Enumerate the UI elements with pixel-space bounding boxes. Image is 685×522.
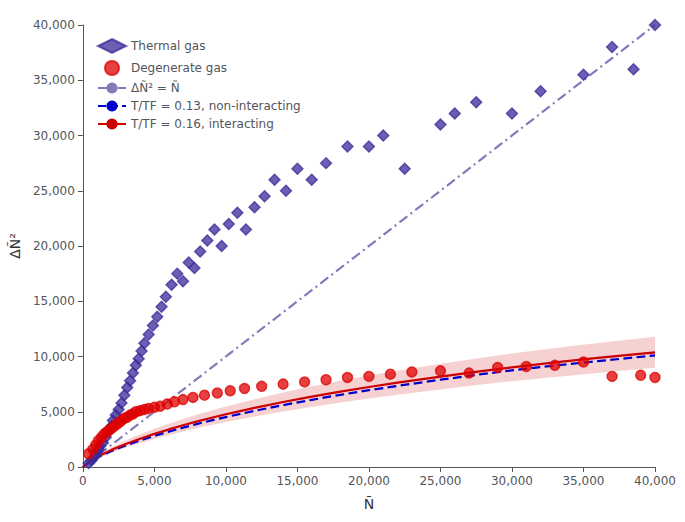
svg-text:0: 0 [67,460,75,474]
svg-text:15,000: 15,000 [276,474,318,488]
svg-text:10,000: 10,000 [33,350,75,364]
svg-text:T/TF = 0.13, non-interacting: T/TF = 0.13, non-interacting [130,99,301,113]
svg-text:ΔÑ² = Ñ: ΔÑ² = Ñ [131,80,180,95]
svg-text:15,000: 15,000 [33,294,75,308]
svg-text:20,000: 20,000 [348,474,390,488]
svg-text:40,000: 40,000 [33,18,75,32]
svg-text:30,000: 30,000 [491,474,533,488]
svg-text:40,000: 40,000 [634,474,676,488]
svg-text:35,000: 35,000 [562,474,604,488]
svg-text:5,000: 5,000 [137,474,171,488]
svg-text:Thermal gas: Thermal gas [130,39,205,53]
svg-text:30,000: 30,000 [33,129,75,143]
svg-text:Degenerate gas: Degenerate gas [131,61,227,75]
svg-text:35,000: 35,000 [33,73,75,87]
svg-text:Ñ: Ñ [364,496,374,512]
svg-text:10,000: 10,000 [205,474,247,488]
svg-text:0: 0 [79,474,87,488]
svg-text:25,000: 25,000 [419,474,461,488]
svg-text:5,000: 5,000 [41,405,75,419]
svg-text:20,000: 20,000 [33,239,75,253]
svg-text:T/TF = 0.16, interacting: T/TF = 0.16, interacting [130,117,274,131]
svg-text:25,000: 25,000 [33,184,75,198]
svg-text:ΔÑ²: ΔÑ² [7,233,23,259]
